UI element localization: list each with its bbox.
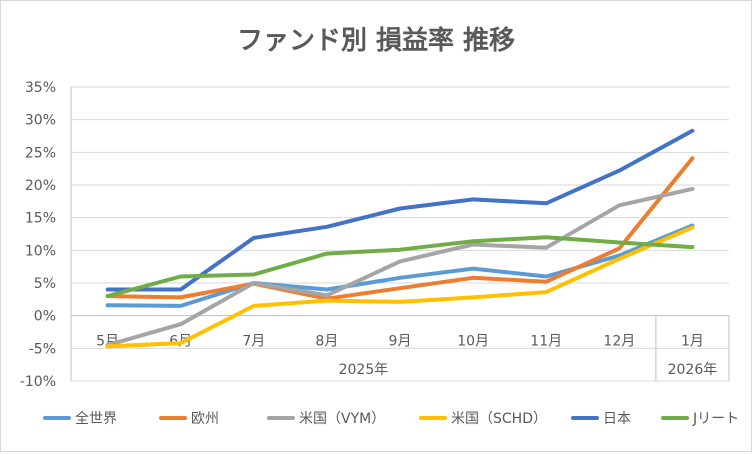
- y-tick-label: -5%: [29, 341, 56, 357]
- series-line-2: [105, 186, 695, 348]
- chart-title: ファンド別 損益率 推移: [237, 25, 515, 56]
- year-group-label: 2025年: [339, 362, 389, 378]
- legend-label: 米国（SCHD）: [451, 411, 547, 427]
- series-line-3: [105, 225, 695, 349]
- series-line-5: [105, 235, 695, 299]
- legend-label: 米国（VYM）: [299, 411, 385, 427]
- x-tick-label: 9月: [389, 334, 412, 350]
- legend: 全世界 欧州 米国（VYM） 米国（SCHD） 日本 Jリート: [43, 410, 739, 427]
- y-tick-label: 5%: [34, 276, 56, 292]
- legend-label: 全世界: [75, 410, 117, 427]
- legend-label: 欧州: [191, 411, 219, 427]
- y-tick-label: 30%: [25, 113, 56, 129]
- year-group-label: 2026年: [668, 362, 718, 378]
- y-tick-label: 15%: [25, 211, 56, 227]
- x-tick-label: 8月: [315, 334, 338, 350]
- y-tick-label: -10%: [20, 374, 56, 390]
- series-line-1: [105, 156, 695, 301]
- x-tick-label: 12月: [603, 334, 635, 350]
- x-tick-label: 1月: [681, 334, 704, 350]
- axes: [70, 87, 730, 381]
- x-tick-label: 11月: [530, 334, 562, 350]
- x-tick-label: 10月: [457, 334, 489, 350]
- series-line-0: [105, 223, 695, 308]
- series-lines: [105, 128, 695, 349]
- legend-label: 日本: [603, 411, 631, 427]
- legend-label: Jリート: [692, 411, 739, 427]
- y-tick-label: 10%: [25, 243, 56, 259]
- y-tick-label: 25%: [25, 145, 56, 161]
- x-tick-label: 7月: [242, 334, 265, 350]
- y-tick-label: 35%: [25, 80, 56, 96]
- y-tick-label: 0%: [34, 309, 56, 325]
- series-line-4: [105, 128, 695, 292]
- y-tick-label: 20%: [25, 178, 56, 194]
- y-axis-ticks: 35% 30% 25% 20% 15% 10% 5% 0% -5% -10%: [20, 80, 56, 390]
